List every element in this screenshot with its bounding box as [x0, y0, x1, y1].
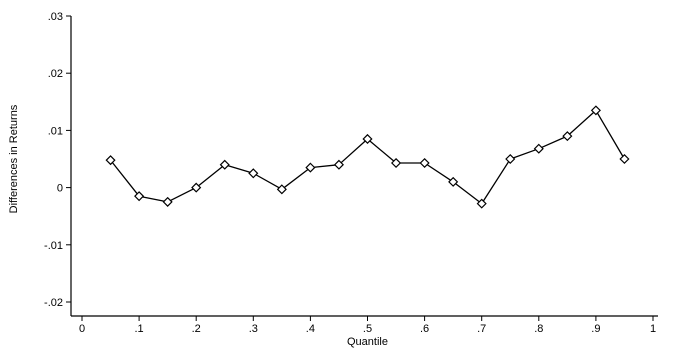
data-point-marker [619, 153, 630, 165]
y-tick-label: -.01 [44, 240, 63, 252]
x-tick-label: .8 [534, 323, 543, 335]
data-point-marker [248, 168, 259, 179]
axes [70, 16, 658, 317]
y-tick-label: 0 [57, 183, 63, 195]
data-point-marker [562, 131, 573, 142]
x-tick-label: 0 [79, 323, 85, 335]
data-markers [105, 105, 630, 209]
x-tick-label: .6 [420, 323, 429, 335]
data-point-marker [162, 196, 173, 207]
y-tick-label: -.02 [44, 297, 63, 309]
data-point-marker [448, 176, 459, 187]
data-point-marker [505, 153, 516, 165]
x-tick-label: .7 [477, 323, 486, 335]
y-tick-label: .02 [48, 68, 63, 80]
y-axis-ticks: -.02 -.01 0 .01 .02 .03 [44, 11, 71, 309]
data-point-marker [333, 159, 344, 170]
x-tick-label: .9 [591, 323, 600, 335]
data-point-marker [134, 191, 145, 202]
x-tick-label: .3 [249, 323, 258, 335]
data-point-marker [476, 198, 487, 209]
x-tick-label: .1 [135, 323, 144, 335]
data-point-marker [276, 184, 287, 195]
x-tick-label: .4 [306, 323, 315, 335]
y-tick-label: .01 [48, 125, 63, 137]
x-axis-title: Quantile [347, 336, 388, 348]
data-point-marker [219, 159, 230, 170]
data-point-marker [362, 133, 373, 145]
y-axis-title: Differences in Returns [8, 104, 20, 213]
x-tick-label: .5 [363, 323, 372, 335]
data-point-marker [391, 157, 402, 169]
x-tick-label: 1 [650, 323, 656, 335]
data-point-marker [305, 162, 316, 173]
data-point-marker [191, 182, 202, 193]
x-axis-ticks: 0 .1 .2 .3 .4 .5 .6 .7 .8 .9 1 [79, 316, 656, 335]
data-point-marker [105, 155, 116, 166]
x-tick-label: .2 [192, 323, 201, 335]
data-point-marker [590, 105, 601, 116]
y-tick-label: .03 [48, 11, 63, 23]
data-point-marker [533, 143, 544, 154]
data-point-marker [419, 157, 430, 169]
